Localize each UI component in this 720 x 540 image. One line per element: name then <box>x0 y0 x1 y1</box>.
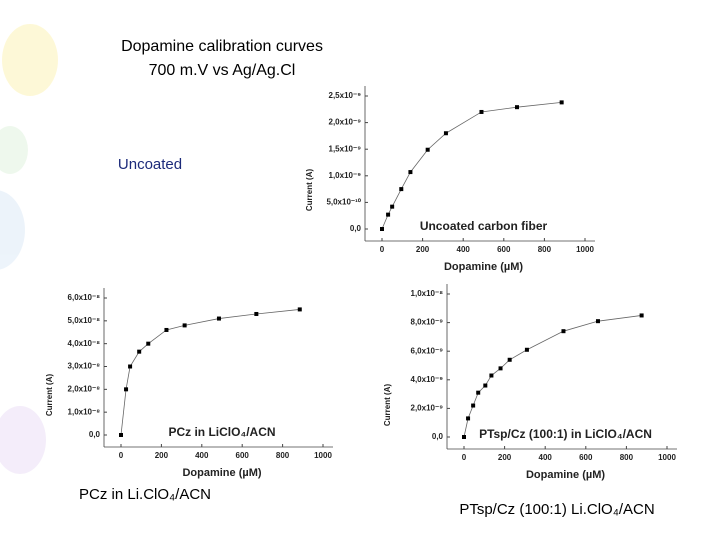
panel-label: PCz in Li.ClO₄/ACN <box>79 486 211 503</box>
data-point <box>182 323 187 328</box>
data-point <box>489 373 494 378</box>
y-tick-label: 6,0x10⁻⁸ <box>68 293 101 302</box>
y-tick-label: 1,0x10⁻⁸ <box>411 289 444 298</box>
data-line <box>381 101 562 230</box>
y-tick-label: 2,5x10⁻⁹ <box>329 91 362 100</box>
y-tick-label: 2,0x10⁻⁸ <box>68 384 101 393</box>
y-tick-label: 5,0x10⁻¹⁰ <box>326 198 361 207</box>
balloon <box>0 190 25 270</box>
data-point <box>390 204 395 209</box>
y-tick-label: 2,0x10⁻⁹ <box>411 404 444 413</box>
data-point <box>561 329 566 334</box>
data-point <box>479 109 484 114</box>
data-point <box>164 327 169 332</box>
data-point <box>462 435 466 439</box>
x-tick-label: 1000 <box>314 451 332 460</box>
x-tick-label: 600 <box>579 453 593 462</box>
data-point <box>595 319 600 324</box>
data-point <box>380 227 384 231</box>
x-tick-label: 200 <box>498 453 512 462</box>
panel-label: Uncoated <box>118 156 182 173</box>
y-axis-label: Current (A) <box>305 169 314 212</box>
y-tick-label: 6,0x10⁻⁹ <box>411 346 444 355</box>
y-axis-label: Current (A) <box>45 374 54 417</box>
x-tick-label: 1000 <box>576 245 594 254</box>
slide-title: 700 m.V vs Ag/Ag.Cl <box>149 62 296 79</box>
x-tick-label: 800 <box>620 453 634 462</box>
data-line <box>463 315 642 438</box>
data-point <box>216 316 221 321</box>
y-tick-label: 0,0 <box>350 224 362 233</box>
data-point <box>408 170 413 175</box>
y-axis-label: Current (A) <box>383 384 392 427</box>
x-axis-label: Dopamine (µM) <box>444 261 523 273</box>
x-tick-label: 600 <box>497 245 511 254</box>
x-tick-label: 600 <box>236 451 250 460</box>
annotation: Uncoated carbon fiber <box>420 219 548 233</box>
data-line <box>120 309 300 436</box>
x-tick-label: 1000 <box>658 453 676 462</box>
x-tick-label: 800 <box>538 245 552 254</box>
data-point <box>466 416 471 421</box>
data-point <box>137 349 142 354</box>
y-tick-label: 5,0x10⁻⁸ <box>68 316 101 325</box>
data-point <box>559 100 564 105</box>
x-tick-label: 0 <box>119 451 124 460</box>
data-point <box>639 313 644 318</box>
background-balloons <box>0 24 58 474</box>
x-tick-label: 0 <box>380 245 385 254</box>
balloon <box>2 24 58 96</box>
x-tick-label: 400 <box>195 451 209 460</box>
x-tick-label: 200 <box>155 451 169 460</box>
y-tick-label: 2,0x10⁻⁹ <box>329 118 362 127</box>
annotation: PCz in LiClO₄/ACN <box>168 425 275 439</box>
data-point <box>483 383 488 388</box>
balloon <box>0 406 46 474</box>
y-tick-label: 1,5x10⁻⁹ <box>329 144 362 153</box>
data-point <box>507 357 512 362</box>
panel-label: PTsp/Cz (100:1) Li.ClO₄/ACN <box>459 501 654 518</box>
y-tick-label: 4,0x10⁻⁹ <box>411 375 444 384</box>
x-tick-label: 400 <box>539 453 553 462</box>
data-point <box>146 341 151 346</box>
slide-title: Dopamine calibration curves <box>121 38 323 55</box>
data-point <box>119 433 123 437</box>
data-point <box>443 131 448 136</box>
annotation: PTsp/Cz (100:1) in LiClO₄/ACN <box>479 427 652 441</box>
data-point <box>128 364 133 369</box>
x-axis-label: Dopamine (µM) <box>182 467 261 479</box>
y-tick-label: 1,0x10⁻⁹ <box>329 171 362 180</box>
y-tick-label: 0,0 <box>89 430 101 439</box>
data-point <box>386 212 391 217</box>
y-tick-label: 8,0x10⁻⁹ <box>411 318 444 327</box>
y-tick-label: 3,0x10⁻⁸ <box>68 362 101 371</box>
data-point <box>498 366 503 371</box>
data-point <box>514 105 519 110</box>
data-point <box>124 387 129 392</box>
balloon <box>0 126 28 174</box>
data-point <box>425 147 430 152</box>
x-tick-label: 0 <box>462 453 467 462</box>
data-point <box>524 347 529 352</box>
data-point <box>254 311 259 316</box>
y-tick-label: 0,0 <box>432 432 444 441</box>
x-axis-label: Dopamine (µM) <box>526 469 605 481</box>
x-tick-label: 400 <box>457 245 471 254</box>
data-point <box>297 307 302 312</box>
data-point <box>471 403 476 408</box>
x-tick-label: 800 <box>276 451 290 460</box>
data-point <box>476 390 481 395</box>
data-point <box>399 187 404 192</box>
y-tick-label: 1,0x10⁻⁸ <box>68 407 101 416</box>
y-tick-label: 4,0x10⁻⁸ <box>68 339 101 348</box>
x-tick-label: 200 <box>416 245 430 254</box>
